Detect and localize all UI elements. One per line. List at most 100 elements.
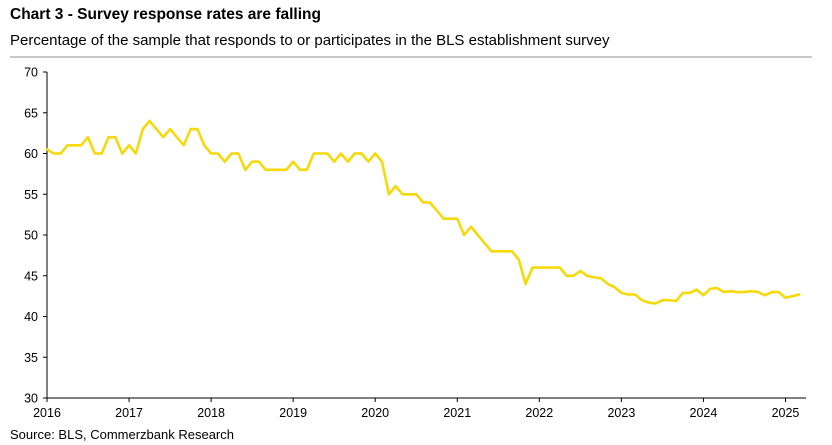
data-point bbox=[593, 276, 596, 279]
data-point bbox=[476, 234, 479, 237]
data-point bbox=[87, 136, 90, 139]
data-point bbox=[723, 291, 726, 294]
data-point bbox=[750, 290, 753, 293]
data-point bbox=[203, 144, 206, 147]
data-point bbox=[654, 302, 657, 305]
data-point bbox=[791, 295, 794, 298]
header-divider bbox=[10, 56, 812, 58]
data-point bbox=[675, 300, 678, 303]
data-point bbox=[73, 144, 76, 147]
data-point bbox=[504, 250, 507, 253]
data-point bbox=[483, 242, 486, 245]
data-point bbox=[497, 250, 500, 253]
data-point bbox=[736, 291, 739, 294]
data-point bbox=[408, 193, 411, 196]
data-point bbox=[511, 250, 514, 253]
data-point bbox=[107, 136, 110, 139]
data-point bbox=[196, 128, 199, 131]
data-point bbox=[312, 152, 315, 155]
data-point bbox=[463, 234, 466, 237]
chart-subtitle: Percentage of the sample that responds t… bbox=[10, 32, 610, 49]
x-tick-label: 2021 bbox=[443, 406, 471, 420]
data-point bbox=[306, 169, 309, 172]
data-point bbox=[237, 152, 240, 155]
data-point bbox=[258, 160, 261, 163]
data-point bbox=[114, 136, 117, 139]
data-point bbox=[319, 152, 322, 155]
data-point bbox=[531, 266, 534, 269]
data-point bbox=[182, 144, 185, 147]
series-layer bbox=[45, 119, 801, 305]
data-point bbox=[545, 266, 548, 269]
data-point bbox=[777, 291, 780, 294]
y-tick-label: 45 bbox=[24, 269, 38, 283]
data-point bbox=[53, 152, 56, 155]
data-point bbox=[729, 290, 732, 293]
data-point bbox=[641, 299, 644, 302]
data-point bbox=[661, 299, 664, 302]
data-point bbox=[59, 152, 62, 155]
data-point bbox=[285, 169, 288, 172]
data-point bbox=[702, 294, 705, 297]
data-point bbox=[429, 201, 432, 204]
data-point bbox=[353, 152, 356, 155]
data-point bbox=[415, 193, 418, 196]
data-point bbox=[743, 291, 746, 294]
data-point bbox=[579, 270, 582, 273]
data-point bbox=[176, 136, 179, 139]
data-point bbox=[627, 293, 630, 296]
data-point bbox=[709, 287, 712, 290]
data-point bbox=[784, 296, 787, 299]
y-tick-label: 30 bbox=[24, 392, 38, 406]
data-point bbox=[210, 152, 213, 155]
data-point bbox=[770, 291, 773, 294]
data-point bbox=[764, 294, 767, 297]
data-point bbox=[620, 292, 623, 295]
data-point bbox=[155, 128, 158, 131]
data-point bbox=[647, 301, 650, 304]
data-point bbox=[456, 217, 459, 220]
data-point bbox=[518, 258, 521, 261]
data-point bbox=[360, 152, 363, 155]
data-point bbox=[230, 152, 233, 155]
data-point bbox=[169, 128, 172, 131]
data-point bbox=[668, 299, 671, 302]
series-line-0 bbox=[45, 119, 801, 305]
data-point bbox=[128, 144, 131, 147]
data-point bbox=[66, 144, 69, 147]
x-tick-label: 2018 bbox=[197, 406, 225, 420]
data-point bbox=[326, 152, 329, 155]
data-point bbox=[135, 152, 138, 155]
y-tick-label: 70 bbox=[24, 66, 38, 80]
data-point bbox=[422, 201, 425, 204]
data-point bbox=[565, 274, 568, 277]
data-point bbox=[613, 286, 616, 289]
x-tick-label: 2019 bbox=[279, 406, 307, 420]
data-point bbox=[244, 169, 247, 172]
data-point bbox=[606, 283, 609, 286]
data-point bbox=[94, 152, 97, 155]
data-point bbox=[292, 160, 295, 163]
x-tick-label: 2024 bbox=[690, 406, 718, 420]
x-tick-label: 2017 bbox=[115, 406, 143, 420]
data-point bbox=[524, 283, 527, 286]
data-point bbox=[388, 193, 391, 196]
x-tick-label: 2020 bbox=[361, 406, 389, 420]
data-point bbox=[189, 128, 192, 131]
data-point bbox=[490, 250, 493, 253]
data-point bbox=[333, 160, 336, 163]
y-tick-label: 60 bbox=[24, 147, 38, 161]
data-point bbox=[340, 152, 343, 155]
data-point bbox=[162, 136, 165, 139]
data-point bbox=[798, 293, 801, 296]
data-point bbox=[100, 152, 103, 155]
data-point bbox=[217, 152, 220, 155]
data-point bbox=[347, 160, 350, 163]
data-point bbox=[600, 277, 603, 280]
y-tick-label: 35 bbox=[24, 351, 38, 365]
x-tick-label: 2022 bbox=[525, 406, 553, 420]
data-point bbox=[688, 292, 691, 295]
data-point bbox=[224, 160, 227, 163]
data-point bbox=[374, 152, 377, 155]
